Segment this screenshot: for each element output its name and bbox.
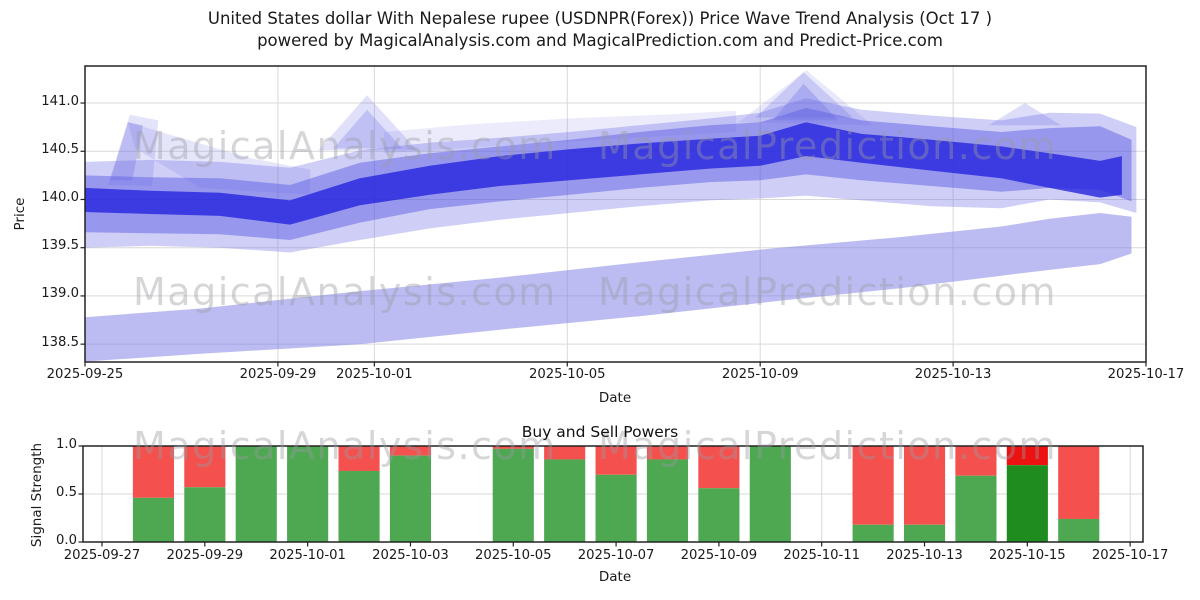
sell-power-bar-2025-10-09 <box>698 446 740 489</box>
buy-power-bar-2025-10-12 <box>852 524 894 542</box>
x-tick-label: 2025-09-25 <box>46 367 124 382</box>
buy-power-bar-2025-09-30 <box>235 446 277 542</box>
sell-power-bar-2025-10-13 <box>903 446 946 525</box>
lower-forecast-band <box>85 213 1132 362</box>
y-tick-label: 139.5 <box>41 238 79 254</box>
y-tick-label: 140.5 <box>41 141 79 157</box>
x-tick-label: 2025-09-29 <box>166 547 244 563</box>
x-tick-label: 2025-09-29 <box>239 367 317 382</box>
buy-power-bar-2025-10-10 <box>749 446 791 542</box>
price-wave-trend-plot-area <box>85 66 1146 362</box>
left-fan-b <box>108 114 159 186</box>
left-fan-a <box>110 122 143 181</box>
buy-power-bar-2025-10-03 <box>389 455 432 542</box>
buy-power-bar-2025-10-14 <box>955 475 997 542</box>
buy-power-bar-2025-10-07 <box>595 474 637 542</box>
price-wave-trend-spines <box>84 65 1147 363</box>
sell-power-bar-2025-10-16 <box>1058 446 1100 519</box>
x-tick-label: 2025-09-27 <box>63 547 141 563</box>
buy-power-bar-2025-10-02 <box>338 470 380 542</box>
y-tick-label: 0.5 <box>56 484 77 500</box>
sell-power-bar-2025-10-05 <box>492 446 534 449</box>
x-tick-label: 2025-10-09 <box>680 547 758 563</box>
x-tick-label: 2025-10-05 <box>528 367 606 382</box>
sell-power-bar-2025-09-28 <box>132 446 174 498</box>
buy-power-bar-2025-10-13 <box>903 524 946 542</box>
x-tick-label: 2025-10-11 <box>783 547 861 563</box>
buy-power-bar-2025-10-06 <box>544 459 586 542</box>
buy-power-bar-2025-09-28 <box>132 497 174 542</box>
buy-power-bar-2025-10-08 <box>646 459 689 542</box>
oct10-peak-inner <box>772 83 839 121</box>
x-tick-label: 2025-10-17 <box>1107 367 1185 382</box>
x-tick-label: 2025-10-09 <box>721 367 799 382</box>
y-tick-label: 139.0 <box>41 286 79 302</box>
oct10-peak-wide <box>738 70 873 126</box>
x-tick-label: 2025-10-17 <box>1091 547 1169 563</box>
x-tick-label: 2025-10-03 <box>372 547 449 563</box>
buy-power-bar-2025-10-15 <box>1006 465 1048 542</box>
sell-power-bar-2025-10-14 <box>955 446 997 476</box>
sell-power-bar-2025-10-15 <box>1006 446 1048 466</box>
buy-power-bar-2025-09-29 <box>184 487 226 542</box>
upper-haze <box>384 110 737 154</box>
x-tick-label: 2025-10-07 <box>577 547 655 563</box>
x-tick-label: 2025-10-01 <box>336 367 413 382</box>
sell-power-bar-2025-10-02 <box>338 446 380 471</box>
oct1-peak-outer <box>318 95 418 151</box>
y-tick-label: 1.0 <box>56 436 77 452</box>
x-tick-label: 2025-10-05 <box>474 547 552 563</box>
fan-connector <box>127 122 311 195</box>
oct10-peak-mid <box>755 72 853 118</box>
buy-power-bar-2025-10-05 <box>492 448 534 542</box>
buy-power-bar-2025-10-09 <box>698 488 740 542</box>
y-tick-label: 138.5 <box>41 334 79 350</box>
right-bump <box>988 103 1062 126</box>
oct1-peak-inner <box>333 109 403 149</box>
main-title-line1: United States dollar With Nepalese rupee… <box>207 9 993 28</box>
sell-power-bar-2025-10-03 <box>389 446 432 456</box>
main-title-line2: powered by MagicalAnalysis.com and Magic… <box>257 31 943 50</box>
x-tick-label: 2025-10-13 <box>914 367 992 382</box>
core-wave-band <box>85 122 1122 225</box>
buy-sell-powers-plot-area <box>83 446 1143 542</box>
y-tick-label: 141.0 <box>41 93 79 109</box>
buy-power-bar-2025-10-01 <box>287 446 329 542</box>
x-tick-label: 2025-10-01 <box>269 547 346 563</box>
sell-power-bar-2025-10-07 <box>595 446 637 475</box>
buy-power-bar-2025-10-16 <box>1058 518 1100 542</box>
x-tick-label: 2025-10-13 <box>886 547 963 563</box>
sell-power-bar-2025-10-06 <box>544 446 586 460</box>
sell-power-bar-2025-09-29 <box>184 446 226 488</box>
x-tick-label: 2025-10-15 <box>989 547 1066 563</box>
sell-power-bar-2025-10-12 <box>852 446 894 525</box>
price-x-axis-label: Date <box>598 390 632 406</box>
y-tick-label: 0.0 <box>56 532 77 548</box>
y-tick-label: 140.0 <box>41 189 79 205</box>
sell-power-bar-2025-10-08 <box>646 446 689 460</box>
signal-x-axis-label: Date <box>598 569 632 585</box>
signal-chart-title: Buy and Sell Powers <box>521 423 679 441</box>
